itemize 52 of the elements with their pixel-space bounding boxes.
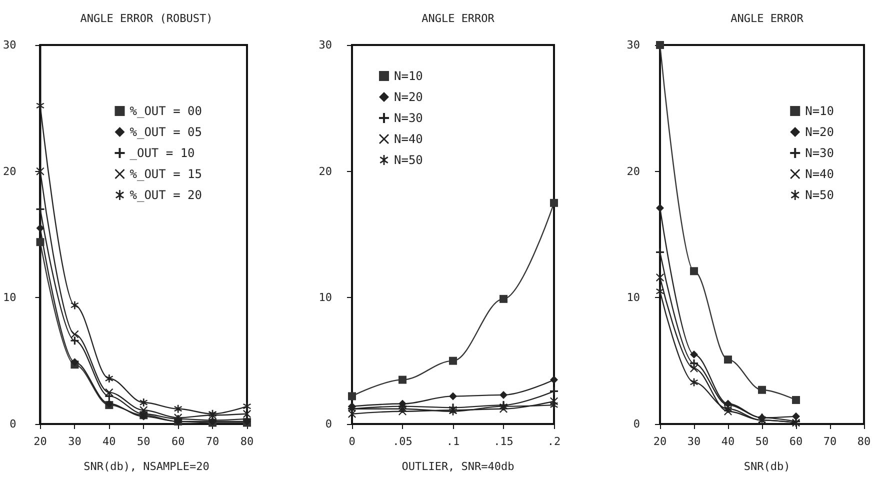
- legend-label: %_OUT = 15: [130, 167, 202, 181]
- y-tick-label: 10: [2, 291, 16, 304]
- x-tick-label: .05: [392, 435, 412, 448]
- x-tick-label: .1: [446, 435, 460, 448]
- x-tick-label: 20: [653, 435, 667, 448]
- x-tick-label: 50: [755, 435, 769, 448]
- chart-title: ANGLE ERROR: [730, 12, 804, 25]
- y-tick-label: 20: [626, 164, 640, 178]
- x-tick-label: 80: [857, 435, 871, 448]
- legend-label: N=10: [394, 69, 423, 83]
- legend-label: %_OUT = 20: [130, 188, 202, 202]
- x-tick-label: .15: [494, 435, 514, 448]
- y-tick-label: 20: [2, 164, 16, 178]
- legend-label: %_OUT = 00: [130, 104, 202, 118]
- y-tick-label: 0: [325, 418, 332, 430]
- x-axis-title: OUTLIER, SNR=40db: [402, 460, 514, 473]
- legend-label: N=50: [805, 188, 834, 202]
- x-axis-title: SNR(db), NSAMPLE=20: [84, 460, 210, 473]
- legend-label: N=20: [805, 125, 834, 139]
- legend-label: N=40: [394, 132, 423, 146]
- y-tick-label: 0: [10, 418, 16, 430]
- x-tick-label: 30: [687, 435, 701, 448]
- legend-label: N=30: [805, 146, 834, 160]
- legend-label: N=40: [805, 167, 834, 181]
- chart-title: ANGLE ERROR: [422, 12, 495, 25]
- chart-title: ANGLE ERROR (ROBUST): [80, 12, 213, 25]
- legend-label: N=10: [805, 104, 834, 118]
- x-tick-label: 30: [68, 435, 82, 448]
- y-tick-label: 30: [318, 38, 332, 52]
- x-tick-label: 50: [137, 435, 150, 448]
- legend-label: N=30: [394, 111, 423, 125]
- x-tick-label: 20: [34, 435, 47, 448]
- legend-label: _OUT = 10: [130, 146, 195, 160]
- x-axis-title: SNR(db): [744, 460, 790, 473]
- y-tick-label: 0: [633, 418, 640, 430]
- x-tick-label: .2: [547, 435, 561, 448]
- legend-label: %_OUT = 05: [130, 125, 202, 139]
- x-tick-label: 70: [823, 435, 837, 448]
- y-tick-label: 30: [626, 38, 640, 52]
- legend-label: N=50: [394, 153, 423, 167]
- y-tick-label: 10: [318, 291, 332, 304]
- y-tick-label: 10: [626, 291, 640, 304]
- x-tick-label: 40: [721, 435, 735, 448]
- y-tick-label: 20: [318, 164, 332, 178]
- x-tick-label: 60: [171, 435, 185, 448]
- x-tick-label: 40: [102, 435, 116, 448]
- x-tick-label: 0: [348, 435, 356, 448]
- legend-label: N=20: [394, 90, 423, 104]
- x-tick-label: 80: [240, 435, 254, 448]
- y-tick-label: 30: [2, 38, 16, 52]
- x-tick-label: 70: [206, 435, 220, 448]
- x-tick-label: 60: [789, 435, 803, 448]
